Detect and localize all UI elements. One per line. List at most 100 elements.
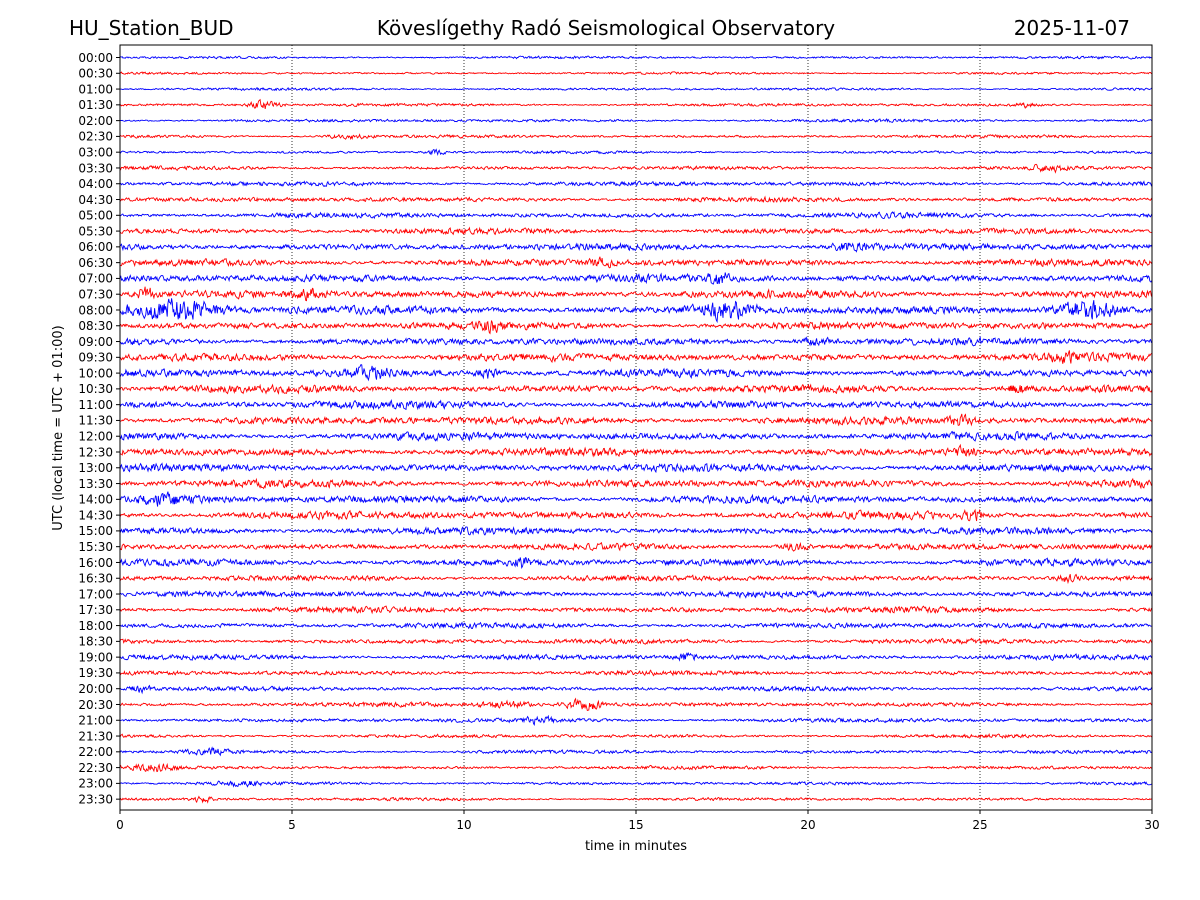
y-tick-label: 14:00 xyxy=(78,493,113,507)
trace-0530 xyxy=(119,226,1153,236)
y-tick-label: 20:30 xyxy=(78,698,113,712)
y-tick-label: 23:30 xyxy=(78,792,113,806)
y-tick-label: 16:00 xyxy=(78,556,113,570)
y-tick-label: 19:00 xyxy=(78,650,113,664)
trace-0400 xyxy=(119,180,1153,187)
y-tick-label: 21:30 xyxy=(78,729,113,743)
trace-0830 xyxy=(120,320,1153,335)
y-tick-label: 19:30 xyxy=(78,666,113,680)
trace-1230 xyxy=(119,443,1153,458)
y-tick-label: 23:00 xyxy=(78,777,113,791)
station-name-title: HU_Station_BUD xyxy=(69,16,234,40)
y-tick-label: 09:00 xyxy=(78,335,113,349)
trace-0730 xyxy=(119,286,1153,302)
y-tick-label: 17:00 xyxy=(78,587,113,601)
y-tick-label: 04:30 xyxy=(78,193,113,207)
x-tick-label: 10 xyxy=(456,818,471,832)
trace-0130 xyxy=(119,98,1152,110)
trace-1300 xyxy=(119,462,1153,474)
trace-1400 xyxy=(119,491,1153,507)
y-tick-label: 02:30 xyxy=(78,130,113,144)
trace-0900 xyxy=(119,335,1153,347)
y-tick-label: 12:30 xyxy=(78,445,113,459)
trace-2130 xyxy=(119,732,1153,739)
y-tick-label: 16:30 xyxy=(78,572,113,586)
trace-0500 xyxy=(119,211,1153,220)
x-tick-label: 25 xyxy=(972,818,987,832)
y-tick-label: 06:00 xyxy=(78,240,113,254)
y-tick-label: 03:00 xyxy=(78,145,113,159)
trace-1630 xyxy=(119,573,1153,585)
trace-0800 xyxy=(119,298,1153,324)
trace-2000 xyxy=(119,684,1153,695)
y-tick-label: 02:00 xyxy=(78,114,113,128)
trace-1130 xyxy=(119,413,1153,427)
trace-1200 xyxy=(119,430,1153,442)
date-title: 2025-11-07 xyxy=(1014,16,1130,40)
trace-1030 xyxy=(119,383,1153,395)
trace-2230 xyxy=(119,762,1153,773)
trace-1930 xyxy=(119,669,1153,677)
y-tick-label: 00:00 xyxy=(78,51,113,65)
y-tick-label: 13:30 xyxy=(78,477,113,491)
trace-0300 xyxy=(119,148,1153,157)
y-tick-label: 07:30 xyxy=(78,288,113,302)
trace-1830 xyxy=(119,637,1153,645)
y-axis-label: UTC (local time = UTC + 01:00) xyxy=(51,325,66,530)
y-tick-label: 21:00 xyxy=(78,714,113,728)
y-tick-label: 13:00 xyxy=(78,461,113,475)
y-tick-label: 01:00 xyxy=(78,82,113,96)
trace-0030 xyxy=(119,71,1152,76)
trace-0700 xyxy=(119,272,1153,285)
trace-1430 xyxy=(119,508,1153,522)
x-tick-label: 5 xyxy=(288,818,296,832)
plot-area xyxy=(120,45,1152,810)
y-tick-label: 17:30 xyxy=(78,603,113,617)
y-tick-label: 14:30 xyxy=(78,508,113,522)
plot-frame xyxy=(119,44,1153,811)
trace-1100 xyxy=(119,399,1153,411)
trace-2200 xyxy=(119,746,1153,757)
x-axis-label: time in minutes xyxy=(585,839,687,854)
y-tick-label: 05:00 xyxy=(78,209,113,223)
trace-0230 xyxy=(119,133,1153,141)
y-tick-label: 20:00 xyxy=(78,682,113,696)
y-tick-label: 10:30 xyxy=(78,382,113,396)
trace-0630 xyxy=(119,256,1153,269)
trace-0600 xyxy=(119,242,1153,253)
y-tick-label: 11:00 xyxy=(78,398,113,412)
y-tick-label: 10:00 xyxy=(78,366,113,380)
trace-0100 xyxy=(119,86,1153,92)
x-tick-label: 0 xyxy=(116,818,124,832)
y-tick-label: 11:30 xyxy=(78,414,113,428)
trace-1530 xyxy=(119,541,1153,552)
y-tick-label: 08:00 xyxy=(78,303,113,317)
trace-0930 xyxy=(119,350,1153,364)
y-tick-label: 03:30 xyxy=(78,161,113,175)
y-tick-label: 09:30 xyxy=(78,351,113,365)
y-tick-label: 05:30 xyxy=(78,224,113,238)
trace-1330 xyxy=(119,477,1153,490)
y-tick-label: 22:30 xyxy=(78,761,113,775)
x-tick-label: 20 xyxy=(800,818,815,832)
y-tick-label: 04:00 xyxy=(78,177,113,191)
y-tick-label: 15:30 xyxy=(78,540,113,554)
trace-0200 xyxy=(119,118,1153,123)
trace-1800 xyxy=(119,621,1153,630)
trace-1000 xyxy=(119,364,1153,382)
x-axis-ticks: 0 5 10 15 20 25 30 xyxy=(116,810,1160,832)
y-tick-label: 07:00 xyxy=(78,272,113,286)
trace-2100 xyxy=(119,714,1153,727)
y-tick-label: 06:30 xyxy=(78,256,113,270)
y-tick-label: 18:00 xyxy=(78,619,113,633)
y-tick-label: 12:00 xyxy=(78,430,113,444)
trace-1900 xyxy=(119,651,1153,662)
y-tick-label: 15:00 xyxy=(78,524,113,538)
x-tick-label: 30 xyxy=(1144,818,1159,832)
trace-1500 xyxy=(119,526,1153,536)
trace-0430 xyxy=(119,195,1153,204)
trace-2330 xyxy=(119,795,1153,804)
